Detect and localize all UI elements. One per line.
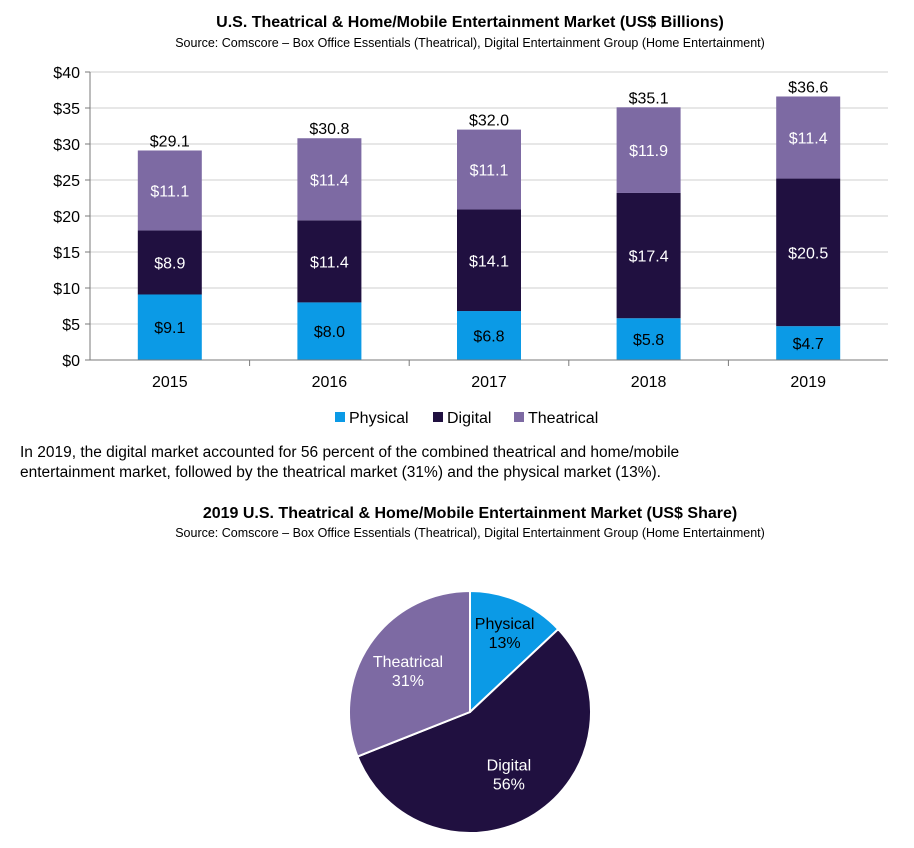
bar-total-label: $32.0 [469, 113, 509, 130]
bar-data-label: $6.8 [473, 329, 504, 346]
bar-chart-bars: $9.1 $8.9 $11.1 $29.1 $8.0 $11.4 $11.4 $30.8 $6.… [137, 79, 841, 360]
bar-data-label: $14.1 [469, 253, 509, 270]
bar-segment-theatrical [137, 150, 202, 231]
y-tick-label: $40 [53, 65, 80, 82]
pie-slice-physical [469, 589, 560, 715]
bar-data-label: $11.4 [789, 131, 828, 148]
bar-data-label: $17.4 [629, 249, 669, 266]
summary-line-2: entertainment market, followed by the th… [20, 464, 661, 481]
bar-data-label: $8.9 [154, 255, 185, 272]
pie-slice-digital [356, 627, 592, 834]
y-tick-label: $30 [53, 137, 80, 154]
y-tick-label: $10 [53, 281, 80, 298]
pie-slice-theatrical [348, 589, 471, 758]
pie-chart-source: Source: Comscore – Box Office Essentials… [175, 526, 765, 540]
bar-segment-digital [776, 178, 841, 327]
x-category-label: 2017 [471, 374, 507, 391]
bar-segment-theatrical [616, 107, 681, 193]
y-tick-label: $5 [62, 317, 80, 334]
x-category-label: 2015 [152, 374, 188, 391]
y-tick-label: $20 [53, 209, 80, 226]
pie-slice-percent: 13% [489, 635, 521, 652]
bar-segment-physical [776, 326, 841, 360]
bar-data-label: $5.8 [633, 332, 664, 349]
y-tick-label: $15 [53, 245, 80, 262]
bar-data-label: $11.9 [629, 143, 668, 160]
bar-total-label: $36.6 [788, 79, 828, 96]
pie-slice-name: Digital [487, 757, 531, 774]
summary-line-1: In 2019, the digital market accounted fo… [20, 444, 679, 461]
bar-total-label: $30.8 [309, 121, 349, 138]
bar-segment-digital [457, 209, 521, 312]
bar-data-label: $11.1 [470, 163, 509, 180]
bar-data-label: $11.1 [150, 183, 189, 200]
pie-slice-percent: 31% [392, 673, 424, 690]
bar-segment-digital [137, 230, 202, 295]
bar-segment-physical [297, 302, 362, 360]
legend-label-digital: Digital [447, 410, 491, 427]
bar-segment-physical [616, 318, 681, 360]
pie-slice-percent: 56% [493, 776, 525, 793]
y-tick-label: $25 [53, 173, 80, 190]
bar-chart-x-ticks: 2015 2016 2017 2018 2019 [152, 360, 826, 391]
pie-chart: Physical 13% Digital 56% Theatrical 31% [348, 589, 592, 834]
bar-segment-physical [457, 311, 521, 360]
pie-chart-title: 2019 U.S. Theatrical & Home/Mobile Enter… [203, 505, 737, 522]
bar-segment-physical [137, 294, 202, 360]
bar-chart-legend: Physical Digital Theatrical [335, 410, 598, 427]
x-category-label: 2019 [790, 374, 826, 391]
legend-swatch-digital [433, 412, 443, 422]
legend-label-physical: Physical [349, 410, 409, 427]
legend-swatch-theatrical [514, 412, 524, 422]
bar-chart-y-ticks: $0 $5 $10 $15 $20 $25 $30 $35 $40 [53, 65, 90, 370]
bar-data-label: $11.4 [310, 172, 349, 189]
bar-chart-source: Source: Comscore – Box Office Essentials… [175, 36, 765, 50]
legend-swatch-physical [335, 412, 345, 422]
bar-data-label: $20.5 [788, 245, 828, 262]
bar-segment-digital [616, 192, 681, 319]
bar-data-label: $9.1 [154, 320, 185, 337]
bar-segment-digital [297, 220, 362, 303]
bar-data-label: $4.7 [793, 336, 824, 353]
x-category-label: 2016 [312, 374, 348, 391]
x-category-label: 2018 [631, 374, 667, 391]
bar-data-label: $11.4 [310, 254, 349, 271]
y-tick-label: $35 [53, 101, 80, 118]
legend-label-theatrical: Theatrical [528, 410, 598, 427]
y-tick-label: $0 [62, 353, 80, 370]
bar-data-label: $8.0 [314, 324, 345, 341]
bar-segment-theatrical [297, 138, 362, 221]
bar-chart-title: U.S. Theatrical & Home/Mobile Entertainm… [216, 14, 724, 31]
bar-chart-axes [89, 72, 888, 361]
bar-total-label: $35.1 [629, 90, 669, 107]
bar-segment-theatrical [776, 96, 841, 179]
pie-slice-name: Physical [475, 616, 535, 633]
bar-total-label: $29.1 [150, 133, 190, 150]
pie-slice-name: Theatrical [373, 654, 443, 671]
bar-segment-theatrical [457, 129, 521, 210]
